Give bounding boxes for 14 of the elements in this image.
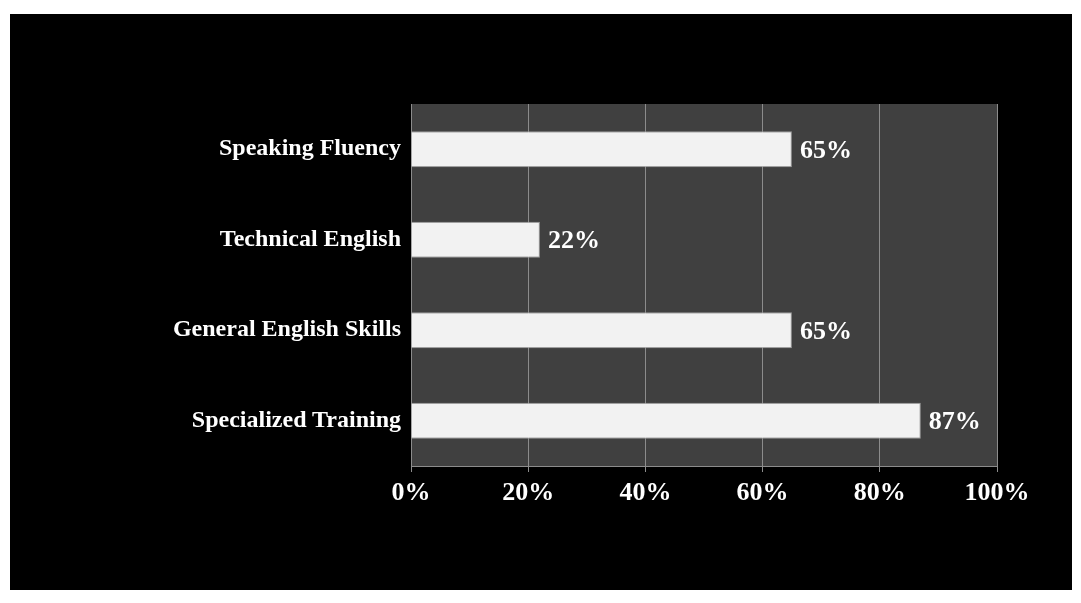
x-tick-label: 20%: [502, 477, 555, 507]
x-tick-label: 40%: [619, 477, 672, 507]
y-tick-label: Technical English: [219, 224, 401, 251]
y-tick-label: General English Skills: [172, 315, 401, 342]
data-label: 65%: [799, 315, 852, 345]
y-tick-label: Speaking Fluency: [218, 134, 401, 161]
x-tick-label: 80%: [853, 477, 906, 507]
x-tick-label: 0%: [391, 477, 431, 507]
data-label: 87%: [928, 406, 981, 436]
y-tick-label: Specialized Training: [191, 405, 401, 432]
data-label: 22%: [547, 225, 600, 255]
x-tick-label: 60%: [736, 477, 789, 507]
data-label: 65%: [799, 134, 852, 164]
x-tick-label: 100%: [964, 477, 1030, 507]
